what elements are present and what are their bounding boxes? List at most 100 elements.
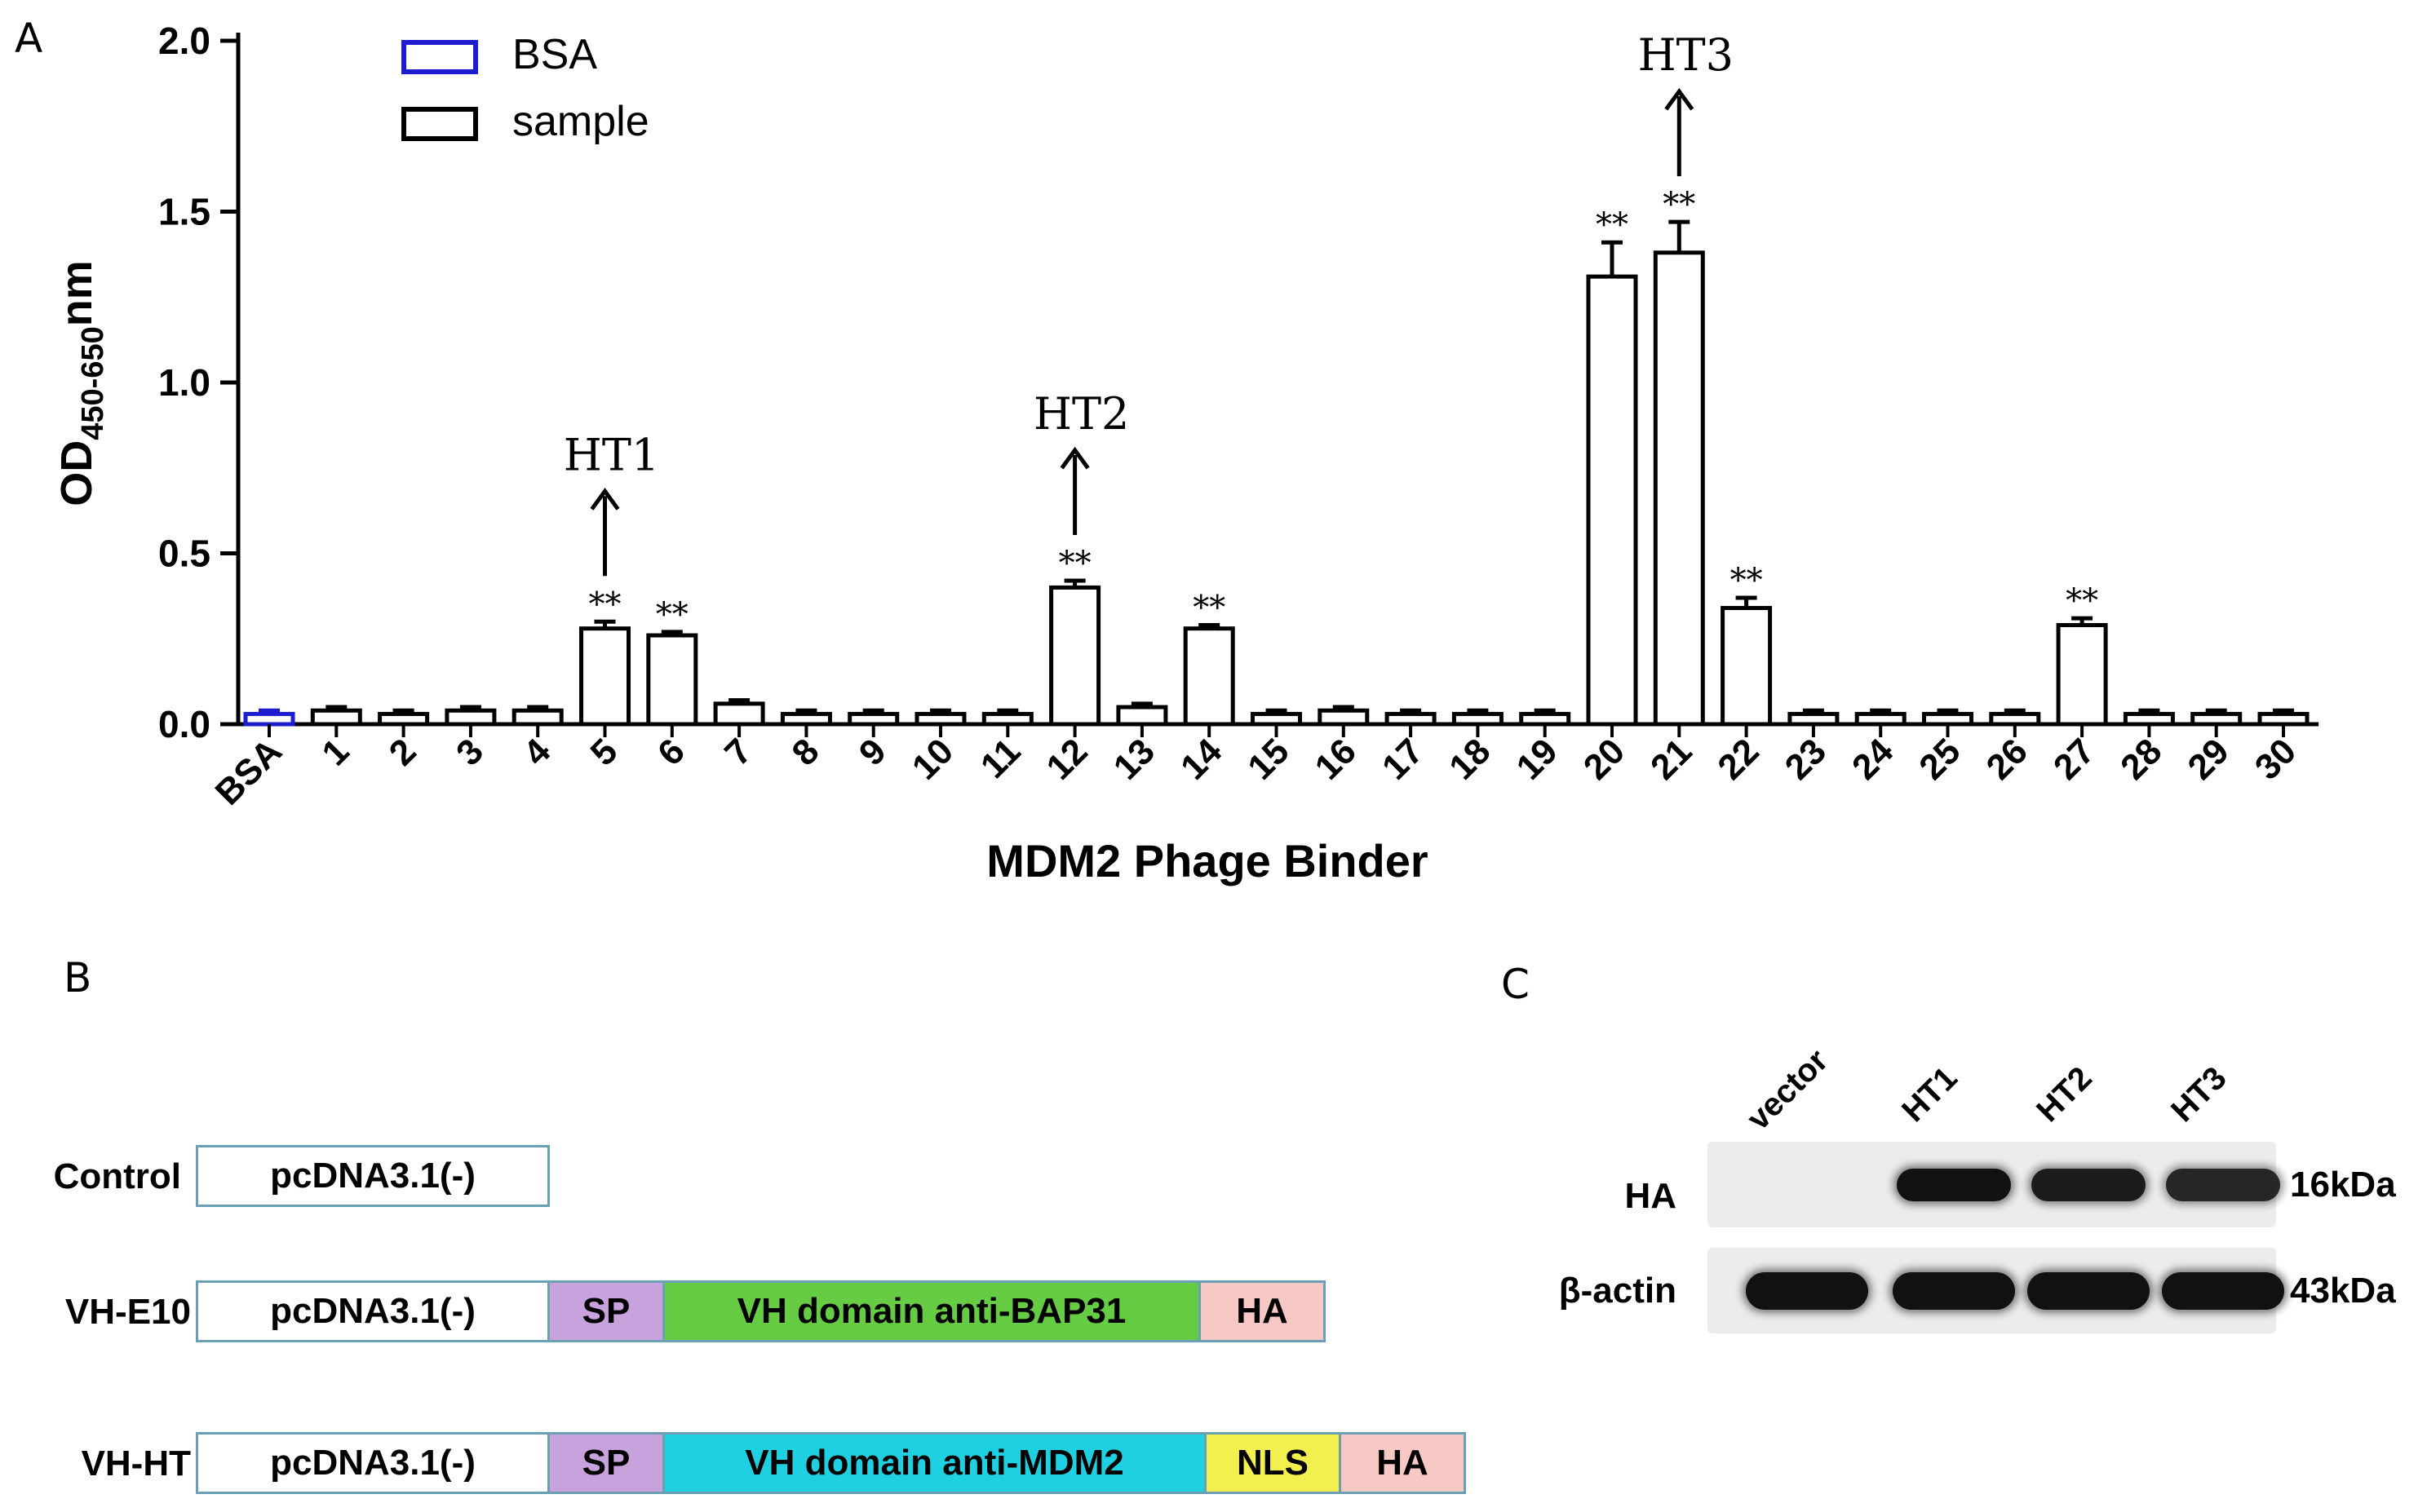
bar bbox=[780, 711, 832, 727]
blot-band bbox=[2162, 1271, 2284, 1310]
bar bbox=[2056, 622, 2108, 727]
construct-segment: HA bbox=[1198, 1280, 1326, 1342]
annotation-label: HT2 bbox=[1034, 388, 1129, 440]
construct-segment: SP bbox=[547, 1432, 665, 1494]
x-tick-label: 21 bbox=[1643, 731, 1699, 787]
x-tick-label: 6 bbox=[650, 731, 693, 773]
bar bbox=[2257, 711, 2310, 727]
x-tick-label: 16 bbox=[1308, 731, 1364, 787]
significance-mark: ** bbox=[656, 596, 689, 634]
blot-band bbox=[1897, 1168, 2011, 1201]
x-tick-label: 3 bbox=[449, 731, 491, 773]
legend-swatch bbox=[401, 107, 478, 141]
x-tick-label: 2 bbox=[382, 731, 424, 773]
x-tick-label: 10 bbox=[905, 731, 961, 787]
legend-swatch bbox=[401, 40, 478, 74]
y-tick-label: 0.0 bbox=[158, 703, 210, 745]
significance-mark: ** bbox=[589, 586, 622, 623]
significance-mark: ** bbox=[1596, 206, 1628, 244]
bar bbox=[2190, 711, 2243, 727]
significance-mark: ** bbox=[2066, 582, 2098, 620]
legend-label: BSA bbox=[512, 31, 597, 78]
panel-b-label: B bbox=[64, 954, 92, 1001]
bar bbox=[243, 711, 295, 727]
panel-c-label: C bbox=[1501, 961, 1530, 1008]
bar bbox=[1384, 711, 1437, 727]
construct-label: VH-HT bbox=[81, 1443, 191, 1483]
x-tick-label: 14 bbox=[1173, 731, 1230, 788]
x-tick-label: 26 bbox=[1979, 731, 2035, 787]
construct-segment: pcDNA3.1(-) bbox=[196, 1432, 550, 1494]
x-tick-label: 22 bbox=[1710, 731, 1766, 787]
significance-mark: ** bbox=[1059, 545, 1092, 582]
blot-band bbox=[2166, 1168, 2280, 1201]
bar bbox=[1318, 708, 1370, 727]
construct-segment: SP bbox=[547, 1280, 665, 1342]
x-tick-label: 5 bbox=[583, 731, 626, 773]
bar bbox=[2123, 711, 2175, 727]
x-tick-label: 13 bbox=[1106, 731, 1163, 787]
x-tick-label: BSA bbox=[208, 731, 290, 812]
y-tick-label: 1.5 bbox=[158, 191, 210, 233]
annotation-label: HT3 bbox=[1638, 29, 1734, 81]
blot-size-label: 16kDa bbox=[2290, 1165, 2396, 1205]
construct-segment: VH domain anti-MDM2 bbox=[662, 1432, 1207, 1494]
bar bbox=[1519, 711, 1571, 727]
bar bbox=[848, 711, 900, 727]
bar bbox=[1922, 711, 1973, 727]
bar bbox=[1251, 711, 1302, 727]
x-tick-label: 15 bbox=[1240, 731, 1296, 787]
construct-segment: pcDNA3.1(-) bbox=[196, 1145, 550, 1207]
blot-size-label: 43kDa bbox=[2290, 1271, 2396, 1311]
blot-band bbox=[2027, 1271, 2150, 1310]
annotation-arrowhead bbox=[590, 488, 620, 511]
lane-label: HT1 bbox=[1895, 1059, 1964, 1130]
lane-label: HT2 bbox=[2030, 1059, 2099, 1130]
significance-mark: ** bbox=[1663, 186, 1695, 223]
x-tick-label: 23 bbox=[1778, 731, 1834, 787]
bar bbox=[310, 708, 362, 727]
bar bbox=[1721, 606, 1773, 727]
lane-label: vector bbox=[1740, 1042, 1836, 1138]
x-tick-label: 9 bbox=[852, 731, 894, 773]
lane-label: HT3 bbox=[2164, 1059, 2234, 1130]
x-tick-label: 18 bbox=[1442, 731, 1498, 787]
blot-band bbox=[1893, 1271, 2015, 1310]
x-tick-label: 27 bbox=[2046, 731, 2102, 787]
x-tick-label: 11 bbox=[973, 731, 1029, 786]
y-axis-label: OD450-650nm bbox=[52, 260, 110, 506]
bar bbox=[1586, 274, 1638, 727]
x-tick-label: 24 bbox=[1845, 731, 1902, 788]
significance-mark: ** bbox=[1193, 589, 1225, 626]
construct-label: VH-E10 bbox=[64, 1292, 191, 1332]
x-tick-label: 12 bbox=[1039, 731, 1095, 787]
blot-row-label: β-actin bbox=[1558, 1271, 1676, 1311]
bar bbox=[981, 711, 1034, 727]
x-tick-label: 30 bbox=[2248, 731, 2304, 787]
blot-band bbox=[2031, 1168, 2146, 1201]
x-tick-label: 29 bbox=[2181, 731, 2237, 787]
bar bbox=[1989, 711, 2041, 727]
blot-row-label: HA bbox=[1624, 1176, 1676, 1216]
construct-segment: HA bbox=[1339, 1432, 1466, 1494]
x-tick-label: 25 bbox=[1911, 731, 1968, 787]
annotation-label: HT1 bbox=[564, 429, 659, 480]
x-tick-label: 17 bbox=[1375, 731, 1431, 787]
bar bbox=[445, 708, 497, 727]
x-axis-label: MDM2 Phage Binder bbox=[986, 835, 1428, 886]
bar bbox=[713, 701, 765, 727]
panel-a-label: A bbox=[15, 15, 43, 62]
annotation-arrowhead bbox=[1664, 87, 1694, 111]
x-tick-label: 8 bbox=[785, 731, 827, 773]
bar bbox=[579, 626, 631, 727]
x-tick-label: 19 bbox=[1509, 731, 1566, 787]
bar bbox=[378, 711, 430, 727]
bar bbox=[915, 711, 967, 727]
construct-segment: NLS bbox=[1204, 1432, 1341, 1494]
construct-label: Control bbox=[53, 1156, 181, 1196]
x-tick-label: 1 bbox=[314, 731, 357, 773]
bar bbox=[1854, 711, 1907, 727]
construct-segment: pcDNA3.1(-) bbox=[196, 1280, 550, 1342]
significance-mark: ** bbox=[1730, 562, 1763, 599]
bar bbox=[1653, 250, 1705, 727]
